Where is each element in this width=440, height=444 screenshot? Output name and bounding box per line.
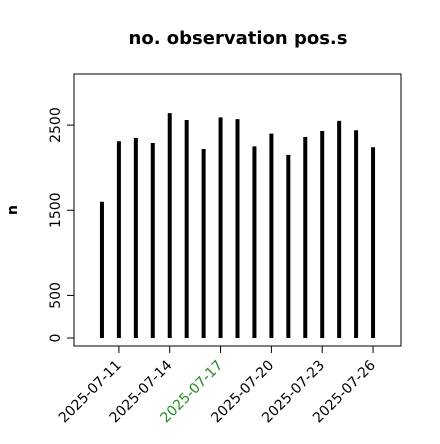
y-tick-label: 500 bbox=[48, 282, 64, 309]
y-axis-label: n bbox=[5, 205, 21, 215]
y-tick-label: 2500 bbox=[48, 107, 64, 143]
y-tick-label: 0 bbox=[48, 334, 64, 343]
chart-title: no. observation pos.s bbox=[129, 28, 348, 49]
y-tick-label: 1500 bbox=[48, 192, 64, 228]
